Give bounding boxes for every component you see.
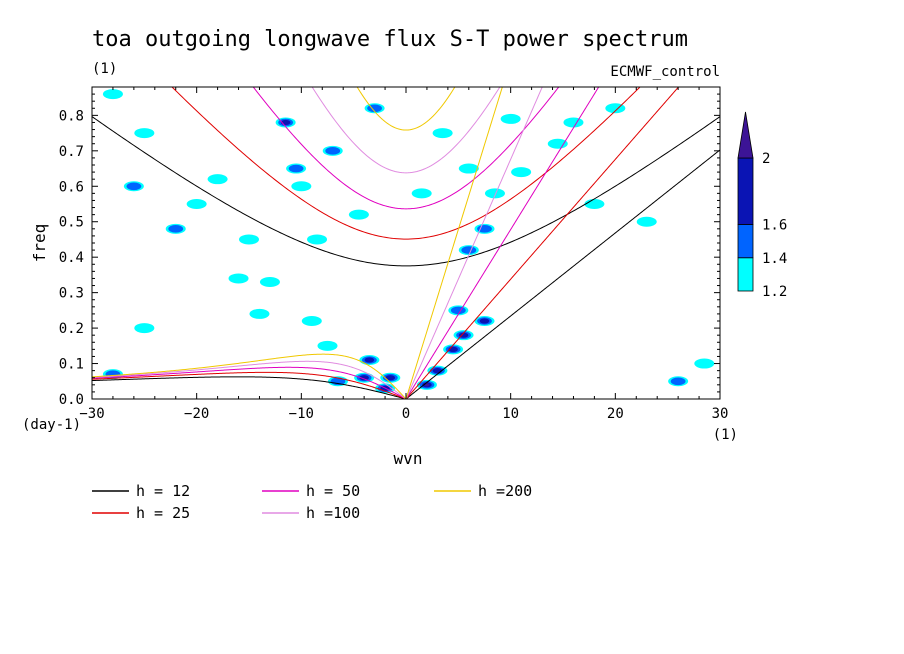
chart-subtitle: (1) <box>92 61 117 77</box>
power-blob-37-level-0 <box>563 117 584 128</box>
power-blob-18-level-0 <box>301 316 322 326</box>
power-blob-26-level-0 <box>348 209 369 220</box>
rossby-wave-curve-h12 <box>92 376 407 399</box>
rossby-wave-curve-h200 <box>92 353 407 399</box>
kelvin-wave-curve-h200 <box>405 87 503 399</box>
power-blob-31-level-1 <box>126 182 142 191</box>
rossby-wave-curve-h25 <box>92 371 407 399</box>
source-label: ECMWF_control <box>610 64 720 80</box>
y-axis-label: freq <box>30 224 49 263</box>
power-blob-19-level-0 <box>249 308 270 319</box>
rossby-wave-curve-h50 <box>92 366 407 399</box>
kelvin-wave-curve-h12 <box>405 149 720 399</box>
power-blob-9-level-0 <box>511 167 532 178</box>
legend-label-h100: h =100 <box>306 504 360 522</box>
power-blob-36-level-0 <box>317 340 338 351</box>
x-unit-label: (1) <box>713 427 738 443</box>
x-tick-label: 20 <box>607 406 624 422</box>
power-blob-24-level-0 <box>291 181 312 192</box>
y-tick-label: 0.3 <box>59 286 84 302</box>
colorbar-band-2 <box>737 157 754 225</box>
y-tick-label: 0.6 <box>59 179 84 195</box>
kelvin-wave-curve-h50 <box>405 87 600 399</box>
colorbar: 1.2 1.4 1.6 2 <box>737 111 787 300</box>
colorbar-label: 1.6 <box>762 218 787 234</box>
gravity-wave-curve-h100 <box>311 87 501 174</box>
y-tick-label: 0.5 <box>59 215 84 231</box>
x-tick-label: −20 <box>184 406 209 422</box>
x-tick-label: 30 <box>712 406 729 422</box>
power-contours <box>102 89 715 394</box>
power-blob-15-level-2 <box>385 375 396 381</box>
power-blob-23-level-1 <box>288 164 304 173</box>
dispersion-curves <box>92 87 720 399</box>
legend-label-h200: h =200 <box>478 482 532 500</box>
power-blob-43-level-0 <box>432 128 453 139</box>
legend-label-h50: h = 50 <box>306 482 360 500</box>
kelvin-wave-curve-h25 <box>405 87 680 399</box>
power-blob-33-level-0 <box>207 174 228 185</box>
gravity-wave-curve-h12 <box>92 116 720 267</box>
power-blob-8-level-0 <box>484 188 505 199</box>
power-blob-28-level-0 <box>186 199 207 209</box>
power-blob-6-level-1 <box>461 246 477 254</box>
x-tick-label: −30 <box>79 406 104 422</box>
rossby-wave-curve-h100 <box>92 360 407 399</box>
y-tick-label: 0.0 <box>59 392 84 408</box>
plot-frame <box>91 86 721 400</box>
power-blob-42-level-0 <box>584 199 605 209</box>
power-blob-41-level-0 <box>636 216 657 227</box>
power-blob-40-level-0 <box>694 358 715 369</box>
power-blob-1-level-2 <box>432 368 443 374</box>
power-blob-32-level-0 <box>102 89 123 100</box>
power-blob-45-level-0 <box>307 234 328 245</box>
power-blob-0-level-3 <box>424 383 430 387</box>
x-tick-label: −10 <box>289 406 314 422</box>
kelvin-wave-curve-h100 <box>405 87 543 399</box>
y-tick-label: 0.7 <box>59 144 84 160</box>
power-blob-46-level-0 <box>411 188 432 199</box>
power-blob-12-level-0 <box>458 163 479 174</box>
y-tick-label: 0.8 <box>59 108 84 124</box>
legend-label-h12: h = 12 <box>136 482 190 500</box>
axis-ticks: −30 −20 −10 0 10 20 30 0.0 0.1 0.2 0.3 0.4 0.5 0.6 0.7… <box>59 86 729 422</box>
power-blob-35-level-0 <box>134 323 155 334</box>
y-tick-label: 0.4 <box>59 250 84 266</box>
gravity-wave-curve-h200 <box>356 87 456 131</box>
power-blob-39-level-1 <box>670 377 686 386</box>
power-blob-44-level-0 <box>239 234 259 245</box>
y-unit-label: (day-1) <box>22 417 81 433</box>
x-axis-label: wvn <box>394 449 423 468</box>
colorbar-label: 1.2 <box>762 284 787 300</box>
power-blob-10-level-0 <box>547 138 568 149</box>
power-blob-25-level-1 <box>325 147 341 155</box>
power-blob-5-level-1 <box>450 306 466 315</box>
legend-label-h25: h = 25 <box>136 504 190 522</box>
colorbar-band-0 <box>737 257 754 292</box>
y-tick-label: 0.2 <box>59 321 84 337</box>
power-blob-11-level-0 <box>500 113 521 124</box>
x-tick-label: 10 <box>502 406 519 422</box>
power-blob-30-level-0 <box>134 128 155 139</box>
colorbar-top-arrow <box>737 111 754 159</box>
power-blob-20-level-0 <box>228 273 249 284</box>
power-blob-13-level-2 <box>359 375 369 381</box>
colorbar-label: 1.4 <box>762 251 787 267</box>
x-tick-label: 0 <box>402 406 410 422</box>
y-tick-label: 0.1 <box>59 357 84 373</box>
power-blob-14-level-2 <box>364 357 375 363</box>
colorbar-band-1 <box>737 224 754 259</box>
gravity-wave-curve-h50 <box>252 87 560 210</box>
gravity-wave-curve-h25 <box>171 87 641 240</box>
chart-title: toa outgoing longwave flux S-T power spe… <box>92 27 688 52</box>
power-blob-4-level-2 <box>479 318 490 324</box>
power-blob-21-level-0 <box>259 277 280 287</box>
power-blob-29-level-1 <box>168 225 184 233</box>
legend: h = 12 h = 25 h = 50 h =100 h =200 <box>92 482 532 522</box>
colorbar-label: 2 <box>762 151 770 167</box>
